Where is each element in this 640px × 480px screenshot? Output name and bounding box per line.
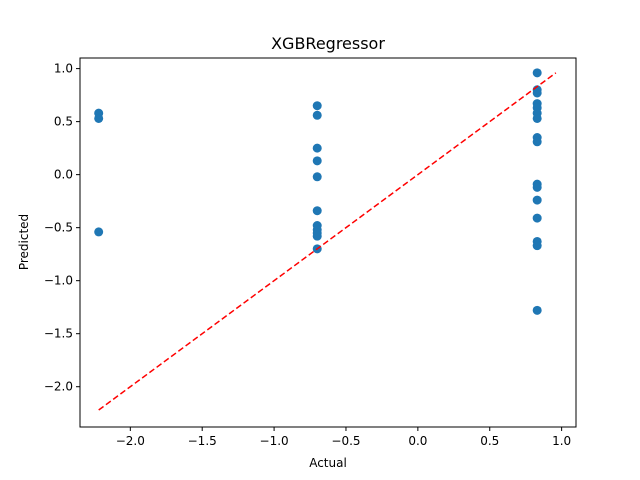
scatter-point — [532, 182, 542, 192]
scatter-point — [532, 137, 542, 147]
scatter-point — [312, 101, 322, 111]
x-tick-label: −2.0 — [116, 434, 145, 448]
x-axis-ticks: −2.0 −1.5 −1.0 −0.5 0.0 0.5 1.0 — [116, 427, 571, 448]
scatter-point — [532, 213, 542, 223]
y-tick-label: −0.5 — [44, 221, 73, 235]
x-tick-label: −1.0 — [260, 434, 289, 448]
scatter-point — [312, 143, 322, 153]
scatter-point — [312, 172, 322, 182]
y-axis-ticks: −2.0 −1.5 −1.0 −0.5 0.0 0.5 1.0 — [44, 62, 80, 394]
chart-title: XGBRegressor — [271, 34, 385, 53]
y-tick-label: 1.0 — [54, 62, 73, 76]
scatter-point — [532, 113, 542, 123]
y-tick-label: 0.5 — [54, 115, 73, 129]
axes-frame — [79, 57, 577, 428]
x-tick-label: −0.5 — [331, 434, 360, 448]
scatter-point — [312, 231, 322, 241]
scatter-point — [532, 68, 542, 78]
scatter-point — [312, 156, 322, 166]
scatter-point — [532, 195, 542, 205]
x-axis-label: Actual — [309, 456, 347, 470]
x-tick-label: −1.5 — [188, 434, 217, 448]
y-tick-label: −2.0 — [44, 380, 73, 394]
scatter-point — [532, 88, 542, 98]
y-tick-label: −1.5 — [44, 327, 73, 341]
y-tick-label: −1.0 — [44, 274, 73, 288]
x-tick-label: 0.5 — [480, 434, 499, 448]
y-tick-label: 0.0 — [54, 168, 73, 182]
reference-line — [98, 72, 557, 411]
scatter-point — [312, 110, 322, 120]
scatter-point — [312, 206, 322, 216]
scatter-point — [94, 227, 104, 237]
plot-area — [94, 68, 557, 411]
x-tick-label: 1.0 — [552, 434, 571, 448]
scatter-point — [532, 305, 542, 315]
y-axis-label: Predicted — [17, 214, 31, 270]
scatter-point — [94, 113, 104, 123]
scatter-point — [532, 241, 542, 251]
x-tick-label: 0.0 — [408, 434, 427, 448]
